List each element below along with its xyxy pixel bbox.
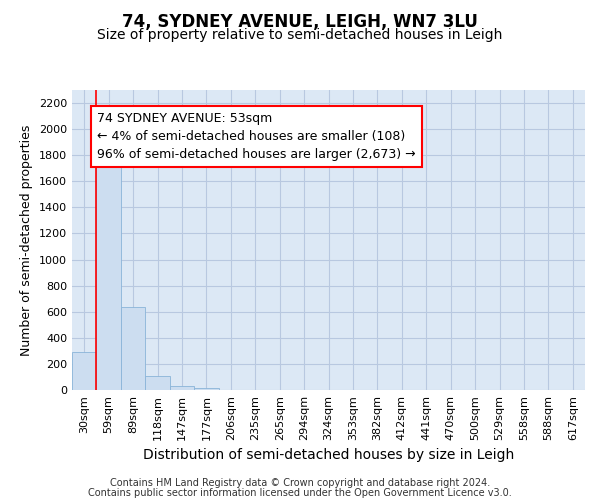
- Bar: [121, 306, 145, 390]
- Bar: [194, 388, 218, 390]
- X-axis label: Distribution of semi-detached houses by size in Leigh: Distribution of semi-detached houses by …: [143, 448, 514, 462]
- Bar: [145, 376, 170, 390]
- Bar: [97, 164, 121, 390]
- Bar: [72, 352, 97, 390]
- Text: 74, SYDNEY AVENUE, LEIGH, WN7 3LU: 74, SYDNEY AVENUE, LEIGH, WN7 3LU: [122, 12, 478, 30]
- Text: Size of property relative to semi-detached houses in Leigh: Size of property relative to semi-detach…: [97, 28, 503, 42]
- Bar: [170, 386, 194, 390]
- Y-axis label: Number of semi-detached properties: Number of semi-detached properties: [20, 124, 34, 356]
- Text: Contains HM Land Registry data © Crown copyright and database right 2024.: Contains HM Land Registry data © Crown c…: [110, 478, 490, 488]
- Text: Contains public sector information licensed under the Open Government Licence v3: Contains public sector information licen…: [88, 488, 512, 498]
- Text: 74 SYDNEY AVENUE: 53sqm
← 4% of semi-detached houses are smaller (108)
96% of se: 74 SYDNEY AVENUE: 53sqm ← 4% of semi-det…: [97, 112, 416, 161]
